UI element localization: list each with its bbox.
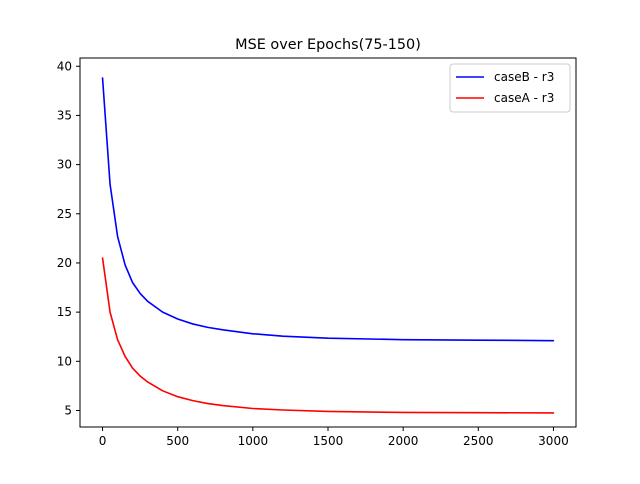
y-tick-label: 10: [57, 354, 72, 368]
y-tick-label: 40: [57, 59, 72, 73]
y-tick-label: 35: [57, 108, 72, 122]
x-tick-label: 3000: [538, 434, 569, 448]
legend-label-1: caseA - r3: [494, 91, 554, 105]
legend-label-0: caseB - r3: [494, 70, 554, 84]
legend: caseB - r3 caseA - r3: [449, 63, 571, 113]
y-tick-label: 15: [57, 305, 72, 319]
y-tick-label: 25: [57, 207, 72, 221]
y-tick-label: 30: [57, 158, 72, 172]
x-tick-label: 0: [99, 434, 107, 448]
legend-box: [449, 63, 571, 113]
x-tick-label: 2000: [388, 434, 419, 448]
y-tick-label: 20: [57, 256, 72, 270]
x-tick-label: 1500: [313, 434, 344, 448]
series-line-1: [101, 257, 555, 414]
series-line-0: [101, 77, 555, 342]
y-tick-label: 5: [64, 403, 72, 417]
x-tick-label: 1000: [238, 434, 269, 448]
chart-title: MSE over Epochs(75-150): [235, 37, 421, 53]
x-tick-label: 2500: [463, 434, 494, 448]
plot-area: 0 500 1000 1500 2000 2500 3000 5 10 15 20 25 30 35 40 c…: [57, 57, 577, 448]
x-tick-label: 500: [166, 434, 189, 448]
